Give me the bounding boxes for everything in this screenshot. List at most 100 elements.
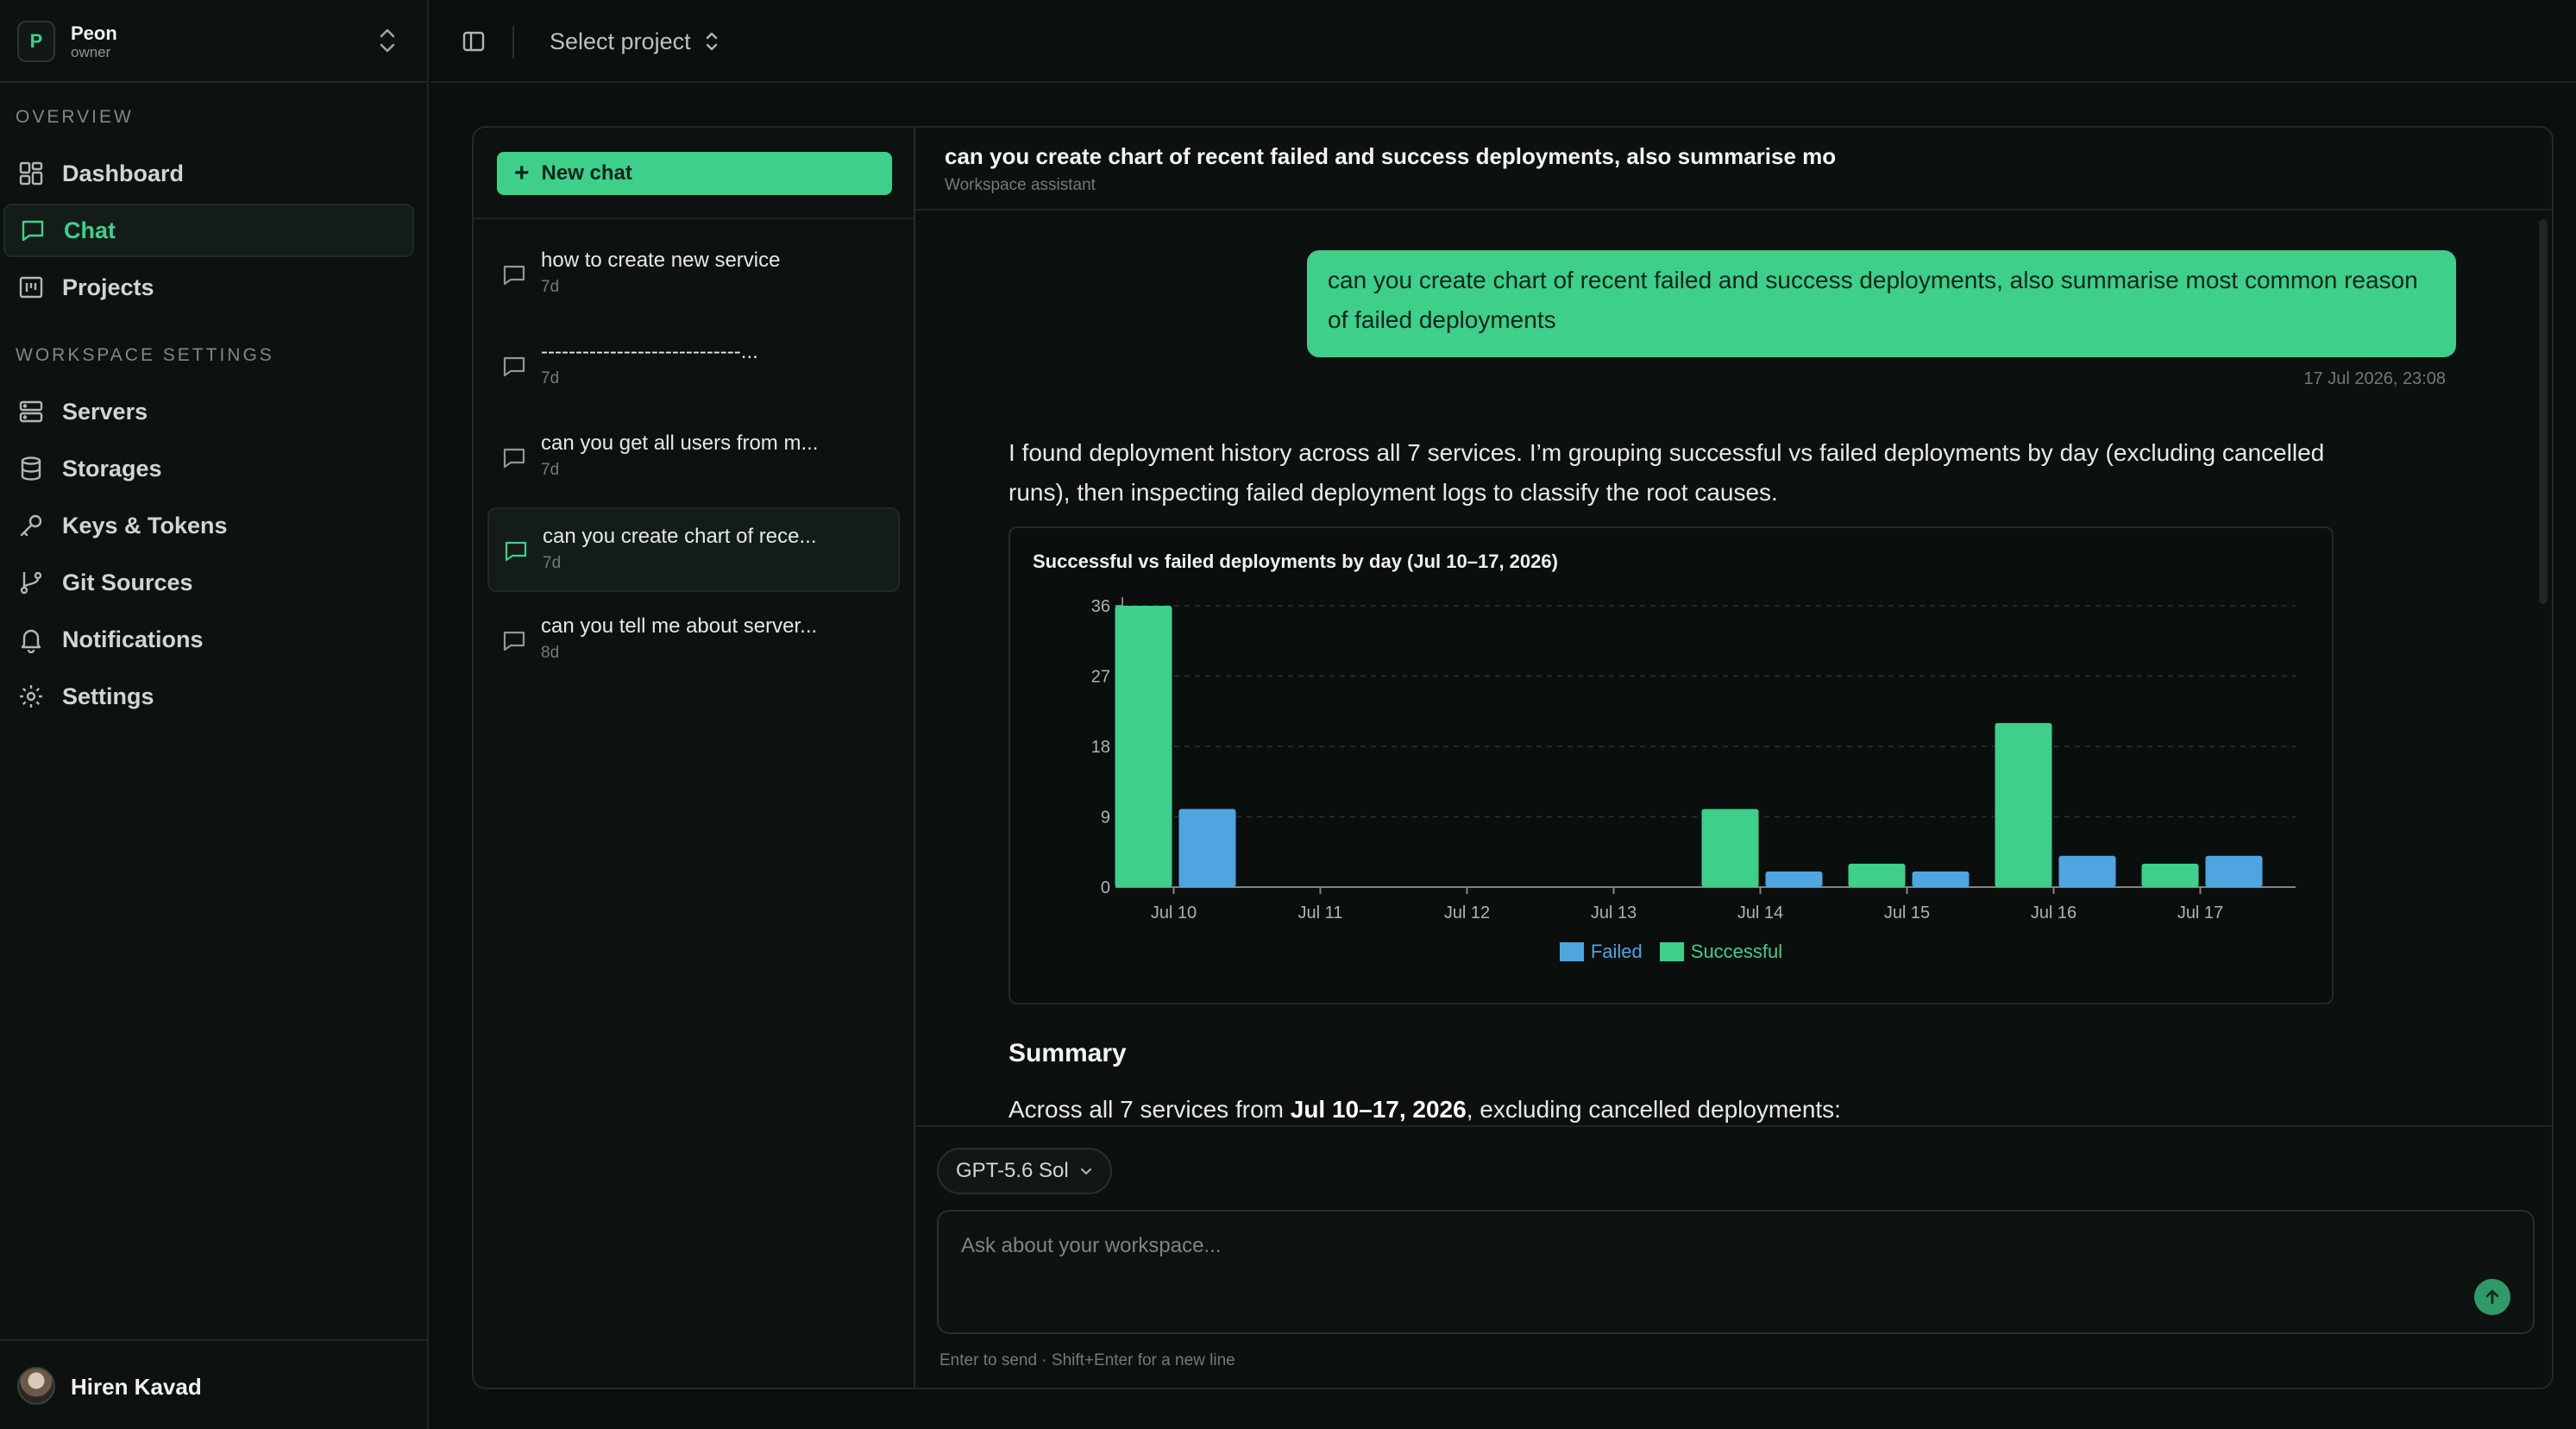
x-tick-label: Jul 13 xyxy=(1591,903,1637,922)
y-tick-label: 18 xyxy=(1091,738,1110,757)
sidebar-item-git-sources[interactable]: Git Sources xyxy=(3,556,414,609)
chat-item-title: -----------------------------... xyxy=(541,340,758,363)
workspace-settings-section-label: WORKSPACE SETTINGS xyxy=(16,345,274,365)
project-select-label: Select project xyxy=(550,28,691,54)
topbar-divider xyxy=(512,26,514,59)
bar-failed-jul-16 xyxy=(2058,855,2116,887)
sidebar-item-label: Servers xyxy=(62,398,148,425)
legend-label-failed: Failed xyxy=(1590,941,1643,962)
conversation-title: can you create chart of recent failed an… xyxy=(945,143,1837,169)
legend-label-successful: Successful xyxy=(1690,941,1783,962)
projects-icon xyxy=(19,276,43,299)
arrow-up-icon xyxy=(2485,1289,2499,1305)
workspace-role: owner xyxy=(71,44,111,60)
sidebar-item-projects[interactable]: Projects xyxy=(3,261,414,314)
chat-list-header: + New chat xyxy=(474,128,914,219)
sidebar-toggle-icon[interactable] xyxy=(462,29,486,54)
bar-failed-jul-17 xyxy=(2205,855,2263,887)
chat-list-item[interactable]: can you get all users from m... 7d xyxy=(487,416,900,500)
chevrons-up-down-icon xyxy=(380,28,395,53)
bar-failed-jul-15 xyxy=(1912,871,1970,887)
sidebar-item-label: Storages xyxy=(62,455,162,482)
y-tick-label: 27 xyxy=(1091,668,1110,687)
sidebar-item-label: Notifications xyxy=(62,626,204,652)
sidebar-item-label: Chat xyxy=(64,217,116,243)
chat-list-item[interactable]: how to create new service 7d xyxy=(487,233,900,318)
legend-swatch-failed xyxy=(1559,942,1584,961)
database-icon xyxy=(21,456,41,481)
key-icon xyxy=(20,514,42,537)
summary-date-range: Jul 10–17, 2026 xyxy=(1290,1096,1467,1123)
legend-swatch-successful xyxy=(1659,942,1684,961)
sidebar-item-label: Settings xyxy=(62,683,154,709)
bar-successful-jul-16 xyxy=(1995,722,2052,887)
deployments-chart: 0 9 18 27 36 Jul 10 Jul 11 Jul 12 Jul 13 Jul 14 Ju… xyxy=(1008,526,2334,1004)
workspace-switcher[interactable]: P Peon owner xyxy=(0,0,429,83)
chat-icon xyxy=(22,220,44,242)
x-tick-label: Jul 17 xyxy=(2177,903,2223,922)
conversation-header: can you create chart of recent failed an… xyxy=(915,128,2552,211)
message-list[interactable]: can you create chart of recent failed an… xyxy=(915,211,2552,1124)
sidebar-item-label: Projects xyxy=(62,274,154,300)
x-tick-label: Jul 15 xyxy=(1884,903,1930,922)
message-timestamp: 17 Jul 2026, 23:08 xyxy=(2303,369,2446,388)
legend-item-failed[interactable]: Failed xyxy=(1559,941,1643,963)
legend-item-successful[interactable]: Successful xyxy=(1659,941,1783,963)
chat-list-item[interactable]: -----------------------------... 7d xyxy=(487,324,900,409)
bar-failed-jul-14 xyxy=(1765,871,1823,887)
workspace-logo: P xyxy=(17,21,55,62)
sidebar-item-dashboard[interactable]: Dashboard xyxy=(3,147,414,200)
sidebar-item-settings[interactable]: Settings xyxy=(3,670,414,723)
y-tick-label: 9 xyxy=(1101,809,1110,828)
chevron-down-icon xyxy=(1080,1168,1091,1174)
sidebar: P Peon owner OVERVIEW Dashboard Chat Pro… xyxy=(0,0,429,1429)
chat-bubble-icon xyxy=(503,631,525,652)
new-chat-button[interactable]: + New chat xyxy=(497,152,892,195)
conversation-subtitle: Workspace assistant xyxy=(945,176,1096,194)
chat-bubble-icon xyxy=(503,448,525,469)
chat-item-age: 7d xyxy=(541,461,560,479)
project-select[interactable]: Select project xyxy=(550,26,720,57)
user-menu[interactable]: Hiren Kavad xyxy=(0,1339,429,1429)
send-button[interactable] xyxy=(2474,1279,2510,1315)
x-tick-label: Jul 12 xyxy=(1444,903,1490,922)
x-tick-label: Jul 11 xyxy=(1298,903,1343,922)
composer-hint: Enter to send · Shift+Enter for a new li… xyxy=(939,1351,1235,1369)
dashboard-icon xyxy=(19,161,43,186)
gear-icon xyxy=(20,685,42,708)
sidebar-item-storages[interactable]: Storages xyxy=(3,442,414,495)
scrollbar-thumb[interactable] xyxy=(2539,219,2548,604)
chat-item-title: how to create new service xyxy=(541,249,781,272)
chart-legend: Failed Successful xyxy=(1010,941,2332,963)
x-tick-label: Jul 10 xyxy=(1151,903,1197,922)
chat-item-age: 7d xyxy=(541,278,560,296)
server-icon xyxy=(19,400,43,423)
model-name: GPT-5.6 Sol xyxy=(956,1159,1069,1182)
user-name: Hiren Kavad xyxy=(71,1374,202,1400)
git-branch-icon xyxy=(20,571,42,595)
top-bar: Select project xyxy=(430,0,2576,83)
conversation-panel: can you create chart of recent failed an… xyxy=(915,128,2552,1388)
chat-list-item[interactable]: can you tell me about server... 8d xyxy=(487,599,900,683)
y-tick-label: 36 xyxy=(1091,597,1110,616)
sidebar-item-label: Dashboard xyxy=(62,160,185,186)
summary-prefix: Across all 7 services from xyxy=(1008,1096,1291,1123)
sidebar-item-servers[interactable]: Servers xyxy=(3,385,414,438)
sidebar-item-label: Git Sources xyxy=(62,569,193,595)
chat-bubble-icon xyxy=(503,265,525,286)
bar-successful-jul-17 xyxy=(2141,863,2199,887)
chat-list-item-active[interactable]: can you create chart of rece... 7d xyxy=(487,507,900,592)
sidebar-item-chat[interactable]: Chat xyxy=(3,204,414,257)
workspace-name: Peon xyxy=(71,22,117,44)
chat-item-age: 8d xyxy=(541,644,560,662)
plus-icon: + xyxy=(514,159,530,187)
composer-area: GPT-5.6 Sol Enter to send · Shift+Enter … xyxy=(915,1125,2552,1388)
x-tick-label: Jul 16 xyxy=(2031,903,2077,922)
assistant-message: I found deployment history across all 7 … xyxy=(1008,439,2325,506)
message-input[interactable] xyxy=(961,1234,2428,1258)
model-selector[interactable]: GPT-5.6 Sol xyxy=(937,1148,1112,1194)
bell-icon xyxy=(21,629,41,653)
chart-canvas: 0 9 18 27 36 Jul 10 Jul 11 Jul 12 Jul 13 Jul 14 Ju… xyxy=(1091,597,2296,922)
sidebar-item-keys-tokens[interactable]: Keys & Tokens xyxy=(3,499,414,552)
sidebar-item-notifications[interactable]: Notifications xyxy=(3,613,414,666)
